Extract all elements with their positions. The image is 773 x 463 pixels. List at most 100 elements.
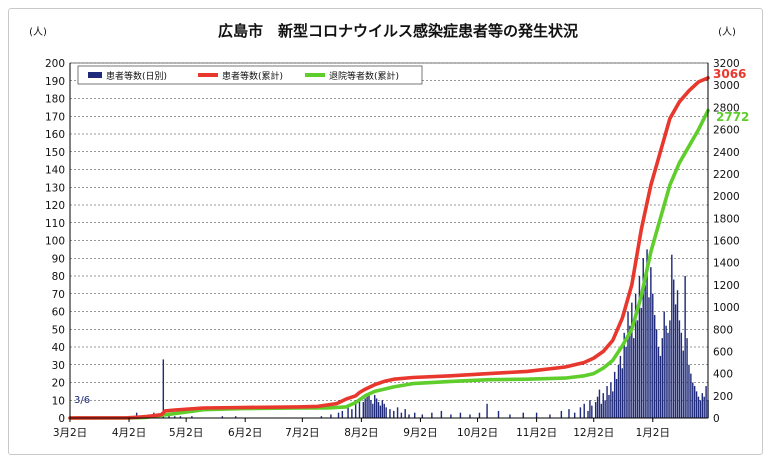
annotation-start: 3/6 <box>74 395 90 406</box>
x-tick-label: 3月2日 <box>53 427 87 439</box>
recovered-cumulative-line <box>68 108 710 420</box>
y-right-tick-label: 400 <box>713 369 733 381</box>
daily-bar <box>375 398 378 418</box>
daily-bar <box>162 359 165 418</box>
daily-bar <box>374 394 376 418</box>
daily-bar <box>450 414 452 418</box>
daily-bar <box>701 393 703 418</box>
y-left-tick-label: 130 <box>45 182 65 194</box>
x-tick-label: 10月2日 <box>457 427 498 439</box>
cumulative-lines <box>68 76 710 420</box>
y-left-tick-label: 140 <box>45 165 65 177</box>
y-left-tick-label: 150 <box>45 147 65 159</box>
daily-bar <box>168 414 170 418</box>
daily-bar <box>330 414 332 418</box>
daily-bar <box>560 410 563 418</box>
daily-bar <box>703 396 705 418</box>
daily-bar <box>610 382 612 418</box>
y-left-tick-label: 170 <box>45 111 65 123</box>
daily-bar <box>608 394 610 418</box>
daily-bar <box>583 403 585 418</box>
y-right-tick-label: 1600 <box>713 236 740 248</box>
axes <box>69 63 709 419</box>
daily-bar <box>617 364 620 418</box>
daily-bar <box>431 412 433 418</box>
y-right-tick-label: 2000 <box>713 191 740 203</box>
daily-bar <box>347 407 349 418</box>
daily-bar <box>623 332 625 418</box>
daily-bar <box>469 414 471 418</box>
y-left-tick-label: 80 <box>52 271 65 283</box>
chart-title: 広島市 新型コロナウイルス感染症患者等の発生状況 <box>218 22 578 40</box>
x-tick-label: 5月2日 <box>169 427 203 439</box>
daily-bar <box>659 355 662 418</box>
daily-bar <box>379 405 382 418</box>
y-left-tick-label: 70 <box>52 289 65 301</box>
daily-bar <box>665 325 667 418</box>
x-tick-label: 11月2日 <box>516 427 557 439</box>
plot-area <box>69 62 709 419</box>
x-tick-label: 9月2日 <box>403 427 437 439</box>
daily-bar <box>684 276 686 418</box>
y-right-tick-label: 2800 <box>713 102 740 114</box>
daily-bar <box>549 414 551 418</box>
x-tick-label: 1月2日 <box>636 427 670 439</box>
y-left-tick-label: 120 <box>45 200 65 212</box>
daily-bar <box>364 398 366 418</box>
daily-bar <box>625 347 627 418</box>
y-right-tick-label: 800 <box>713 324 733 336</box>
daily-bar <box>383 403 385 418</box>
daily-bar <box>638 276 641 418</box>
legend-box <box>77 65 423 85</box>
daily-bar <box>587 410 589 418</box>
y-right-tick-label: 1000 <box>713 302 740 314</box>
daily-bar <box>589 400 591 418</box>
daily-bar <box>596 396 599 418</box>
daily-bar <box>680 332 683 418</box>
daily-bar <box>598 389 601 418</box>
daily-bar <box>366 396 368 418</box>
daily-bar <box>381 400 384 418</box>
annotation-recovered-total: 2772 <box>716 110 749 124</box>
y-left-tick-label: 160 <box>45 129 65 141</box>
daily-bar <box>370 400 372 418</box>
x-tick-label: 4月2日 <box>112 427 146 439</box>
daily-bar <box>619 355 622 418</box>
y-right-tick-label: 2200 <box>713 169 740 181</box>
daily-bar <box>509 414 511 418</box>
y-left-tick-label: 40 <box>52 342 65 354</box>
legend-label-cases: 患者等数(累計) <box>222 70 283 82</box>
daily-bar <box>358 400 361 418</box>
daily-bar <box>655 329 658 418</box>
daily-bar <box>676 290 679 418</box>
y-right-tick-label: 1400 <box>713 258 740 270</box>
legend-label-recovered: 退院等者数(累計) <box>329 70 399 82</box>
daily-bar <box>478 412 481 418</box>
daily-bar <box>351 409 353 418</box>
daily-bar <box>705 386 707 418</box>
daily-bar <box>486 403 488 418</box>
legend-swatch-daily <box>88 72 102 78</box>
daily-bar <box>648 297 650 418</box>
y-left-tick-label: 50 <box>52 324 65 336</box>
y-right-tick-label: 200 <box>713 391 733 403</box>
daily-bar <box>669 320 671 418</box>
daily-bar <box>341 410 344 418</box>
y-right-tick-label: 2400 <box>713 147 740 159</box>
y-right-unit: (人) <box>718 26 736 38</box>
daily-bar <box>568 409 570 418</box>
daily-bar <box>337 412 340 418</box>
daily-bar <box>646 249 648 418</box>
legend: 患者等数(日別) 患者等数(累計) 退院等者数(累計) <box>77 65 423 85</box>
daily-bar <box>389 409 391 418</box>
y-left-tick-label: 180 <box>45 94 65 106</box>
daily-bar <box>320 416 323 418</box>
daily-bar <box>686 338 688 418</box>
y-left-tick-label: 110 <box>45 218 65 230</box>
daily-bar <box>642 258 644 418</box>
daily-bar <box>459 412 462 418</box>
daily-bar <box>385 407 387 418</box>
daily-bar <box>631 302 633 418</box>
daily-bar <box>661 338 664 418</box>
daily-bar <box>594 402 597 418</box>
